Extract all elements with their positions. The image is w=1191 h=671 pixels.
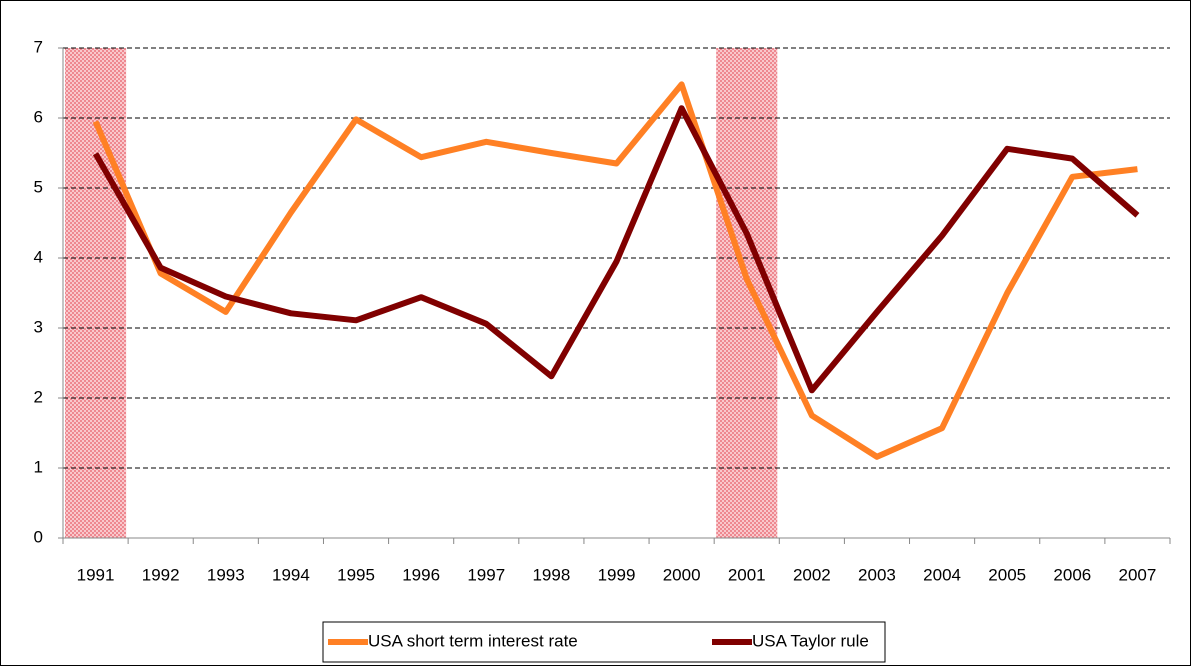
- x-tick-label: 1995: [337, 565, 375, 584]
- y-tick-label: 0: [34, 527, 43, 546]
- x-tick-label: 2003: [858, 565, 896, 584]
- x-tick-label: 2000: [663, 565, 701, 584]
- x-tick-label: 1998: [532, 565, 570, 584]
- y-tick-label: 4: [34, 247, 43, 266]
- legend-label: USA Taylor rule: [752, 631, 869, 650]
- y-tick-label: 7: [34, 37, 43, 56]
- x-tick-label: 1994: [272, 565, 310, 584]
- legend-box: [322, 621, 886, 663]
- y-tick-label: 5: [34, 177, 43, 196]
- x-tick-label: 2006: [1053, 565, 1091, 584]
- x-tick-label: 1996: [402, 565, 440, 584]
- shaded-band: [716, 48, 778, 538]
- x-tick-label: 2007: [1119, 565, 1157, 584]
- shaded-band: [65, 48, 127, 538]
- x-tick-label: 2002: [793, 565, 831, 584]
- x-tick-label: 2005: [988, 565, 1026, 584]
- y-tick-label: 3: [34, 317, 43, 336]
- legend-label: USA short term interest rate: [368, 631, 578, 650]
- x-tick-label: 1991: [77, 565, 115, 584]
- y-tick-label: 6: [34, 107, 43, 126]
- x-tick-label: 2004: [923, 565, 961, 584]
- y-tick-label: 1: [34, 457, 43, 476]
- x-tick-label: 1993: [207, 565, 245, 584]
- x-tick-label: 1992: [142, 565, 180, 584]
- x-tick-label: 1999: [598, 565, 636, 584]
- x-tick-label: 1997: [467, 565, 505, 584]
- y-tick-label: 2: [34, 387, 43, 406]
- series-line: [92, 105, 1140, 394]
- series-line: [92, 81, 1138, 460]
- x-tick-label: 2001: [728, 565, 766, 584]
